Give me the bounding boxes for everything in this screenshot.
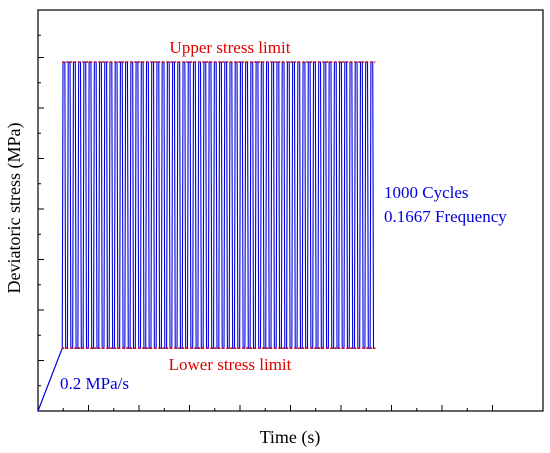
loading-ramp-line [37,347,63,412]
ramp-rate-label: 0.2 MPa/s [60,374,129,393]
cyclic-load-series [61,61,376,349]
cycles-label: 1000 Cycles [384,183,469,202]
frequency-label: 0.1667 Frequency [384,207,507,226]
y-axis-title: Deviatoric stress (MPa) [4,123,25,294]
x-axis-title: Time (s) [260,427,321,448]
upper-limit-label: Upper stress limit [170,38,291,57]
lower-limit-label: Lower stress limit [169,355,292,374]
plot-frame [37,9,544,412]
